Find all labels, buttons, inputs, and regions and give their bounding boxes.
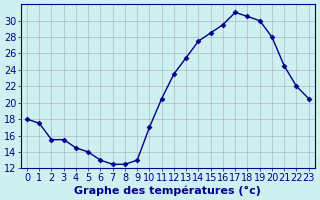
X-axis label: Graphe des températures (°c): Graphe des températures (°c) — [74, 185, 261, 196]
